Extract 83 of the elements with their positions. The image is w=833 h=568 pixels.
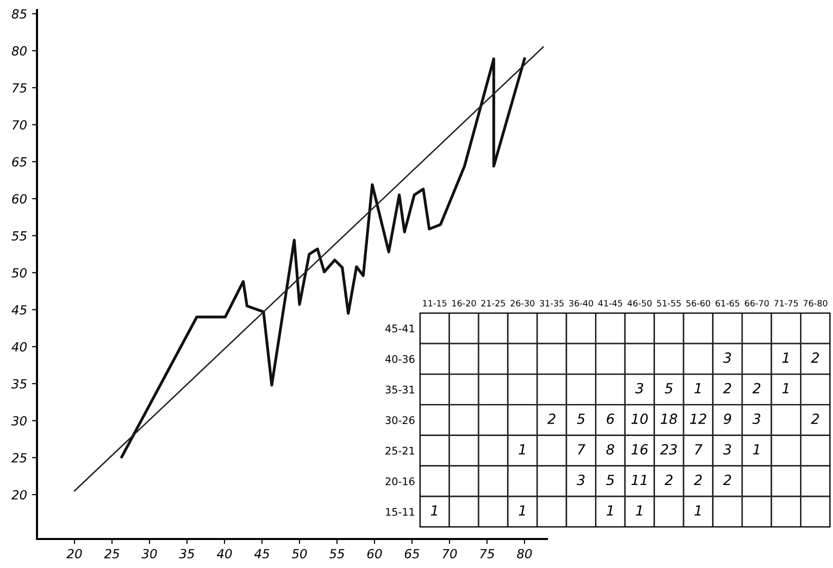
y-tick-label: 15-11	[386, 508, 414, 516]
x-tick-label: 21-25	[481, 300, 505, 306]
x-tick-label: 51-55	[657, 300, 681, 306]
data-label: 5	[606, 474, 614, 486]
x-tick-label: 60	[367, 548, 382, 558]
data-label: 2	[723, 474, 732, 485]
x-tick-label: 36-40	[569, 300, 594, 306]
data-label: 1	[636, 505, 642, 516]
y-tick-label: 60	[12, 194, 27, 204]
data-label: 3	[723, 444, 732, 455]
data-label: 3	[635, 382, 644, 394]
data-label: 2	[752, 382, 760, 394]
y-tick-label: 25-21	[386, 446, 414, 455]
x-tick-label: 41-45	[598, 300, 622, 306]
y-tick-label: 35	[11, 379, 27, 389]
data-label: 10	[631, 414, 648, 424]
x-tick-label: 31-35	[540, 300, 564, 306]
y-tick-label: 75	[12, 83, 27, 93]
data-label: 2	[547, 414, 556, 424]
data-label: 1	[694, 505, 701, 516]
data-label: 12	[690, 414, 706, 424]
y-tick-label: 35-31	[386, 386, 414, 394]
y-tick-label: 55	[12, 231, 27, 241]
data-label: 1	[694, 383, 701, 394]
x-tick-label: 11-15	[423, 300, 446, 306]
x-tick-label: 16-20	[452, 300, 476, 306]
x-tick-label: 46-50	[628, 300, 652, 306]
x-tick-label: 75	[480, 549, 494, 558]
data-label: 5	[576, 414, 585, 424]
x-tick-label: 55	[329, 549, 344, 558]
data-label: 9	[724, 414, 732, 424]
y-tick-label: 30	[11, 416, 27, 426]
x-tick-label: 45	[254, 549, 270, 558]
data-label: 2	[810, 352, 819, 363]
data-label: 6	[606, 414, 614, 424]
x-tick-label: 71-75	[774, 300, 798, 306]
x-tick-label: 70	[442, 548, 457, 558]
data-label: 3	[752, 414, 760, 424]
data-label: 1	[606, 505, 613, 516]
data-label: 11	[631, 474, 646, 485]
x-tick-label: 25	[104, 548, 120, 558]
y-tick-label: 45-41	[385, 324, 414, 332]
data-label: 1	[518, 505, 525, 516]
x-tick-label: 20	[66, 548, 82, 558]
x-tick-label: 30	[142, 548, 157, 558]
data-label: 7	[695, 444, 703, 454]
x-tick-label: 76-80	[804, 300, 828, 306]
data-label: 1	[782, 383, 788, 394]
data-label: 23	[660, 444, 677, 455]
data-label: 2	[723, 382, 732, 394]
y-tick-label: 25	[11, 453, 27, 463]
x-tick-label: 35	[179, 548, 194, 558]
x-tick-label: 61-65	[716, 300, 740, 306]
x-tick-label: 50	[292, 548, 307, 558]
x-tick-label: 26-30	[510, 300, 534, 306]
data-label: 1	[753, 444, 760, 454]
data-label: 1	[430, 505, 437, 516]
y-tick-label: 40-36	[385, 355, 414, 363]
data-label: 2	[810, 414, 819, 424]
y-tick-label: 65	[12, 157, 27, 167]
y-tick-label: 50	[12, 268, 27, 278]
data-label: 2	[694, 474, 702, 485]
data-label: 1	[782, 352, 788, 363]
y-tick-label: 20-16	[386, 477, 414, 486]
y-tick-label: 85	[12, 9, 27, 19]
x-tick-label: 40	[216, 548, 232, 558]
data-label: 16	[631, 444, 648, 455]
x-tick-label: 80	[516, 548, 532, 558]
x-tick-label: 66-70	[744, 300, 769, 306]
y-tick-label: 70	[12, 120, 27, 130]
x-tick-label: 56-60	[686, 300, 710, 306]
y-tick-label: 80	[12, 46, 27, 56]
data-label: 7	[578, 444, 586, 454]
y-tick-label: 30-26	[386, 416, 414, 424]
y-tick-label: 20	[11, 490, 27, 500]
data-label: 2	[664, 474, 672, 485]
data-label: 8	[606, 444, 614, 455]
y-tick-label: 40	[12, 342, 27, 352]
data-label: 3	[723, 352, 732, 363]
data-label: 18	[660, 414, 678, 424]
data-label: 5	[664, 383, 673, 394]
data-label: 3	[576, 474, 585, 486]
data-label: 1	[518, 444, 525, 454]
